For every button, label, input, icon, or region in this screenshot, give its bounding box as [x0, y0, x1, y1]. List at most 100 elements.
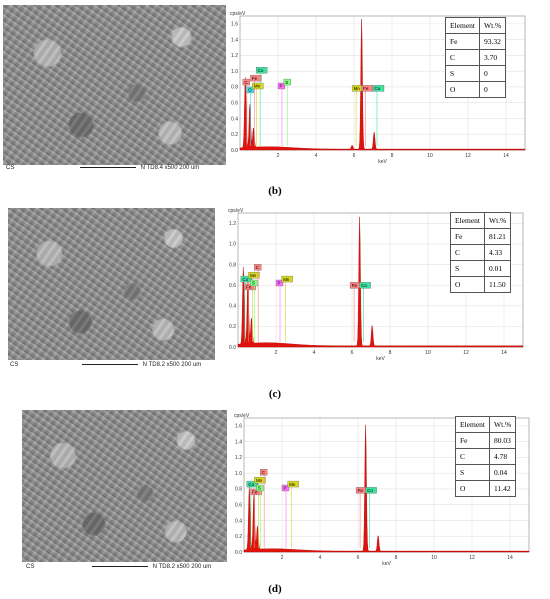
x-tick-label: 6: [351, 350, 354, 356]
x-tick-label: 6: [357, 555, 360, 561]
element-tag: Co: [258, 68, 264, 73]
table-row: C 4.33: [450, 244, 512, 261]
table-row: Fe 80.03: [455, 432, 517, 449]
element-tag: Fe: [358, 488, 364, 493]
sem-label: CS: [26, 564, 35, 570]
y-tick-label: 0.6: [229, 283, 236, 289]
table-header: Element: [445, 17, 480, 34]
element-tag-box: [246, 480, 259, 488]
panel-d: CS N TD8.2 x500 200 um cps/eV 1.6 1.4 1.2 1.…: [0, 400, 550, 599]
x-tick-label: 8: [395, 555, 398, 561]
element-tag-box: [259, 469, 268, 476]
sem-label: CS: [6, 165, 15, 171]
element-tag: O: [248, 88, 252, 93]
y-tick-label: 1.2: [235, 455, 242, 461]
element-tag: S: [252, 281, 255, 286]
x-tick-label: 14: [503, 153, 509, 159]
x-tick-label: 10: [425, 350, 431, 356]
element-tag-box: [359, 282, 371, 289]
table-cell: 11.42: [488, 480, 517, 497]
scale-bar: [80, 166, 136, 168]
table-header: Element: [455, 416, 490, 433]
panel-b: CS N TD8.4 x500 200 um cps/eV 1.6 1.4 1.2 1.…: [0, 0, 550, 200]
table-cell: O: [450, 276, 485, 293]
x-tick-label: 8: [389, 350, 392, 356]
table-cell: 0: [478, 81, 507, 98]
element-tag-box: [242, 78, 251, 86]
table-header: Wt.%: [478, 17, 507, 34]
panel-c: CS N TD8.2 x500 200 um cps/eV 1.2 1.0 0.8 0.…: [0, 200, 550, 400]
table-cell: S: [455, 464, 490, 481]
x-tick-label: 12: [463, 350, 469, 356]
table-cell: O: [455, 480, 490, 497]
table-cell: Fe: [450, 228, 485, 245]
x-tick-label: 14: [501, 350, 507, 356]
table-cell: 4.78: [488, 448, 517, 465]
table-row: C 3.70: [445, 49, 507, 66]
scale-bar: [82, 363, 138, 365]
x-axis-label: keV: [376, 356, 385, 362]
y-tick-label: 0.2: [231, 132, 238, 138]
element-tag-box: [277, 82, 286, 90]
element-tag: C: [262, 470, 266, 475]
element-tag: Mn: [354, 86, 361, 91]
table-cell: O: [445, 81, 480, 98]
element-tag: Mn: [289, 482, 296, 487]
sem-parameters: N TD8.2 x500 200 um: [82, 362, 201, 368]
element-tag-box: [372, 85, 385, 92]
y-tick-label: 0.0: [229, 345, 236, 351]
element-tag-box: [365, 487, 377, 494]
table-cell: C: [450, 244, 485, 261]
element-tag: S: [285, 80, 288, 85]
panel-caption: (b): [268, 185, 282, 197]
element-tag-box: [244, 283, 256, 291]
element-tag-box: [256, 484, 264, 492]
table-row: S 0.04: [455, 464, 517, 481]
spectrum-area: [243, 424, 530, 553]
x-tick-label: 6: [353, 153, 356, 159]
element-tag-box: [250, 74, 262, 82]
composition-table: Element Wt.% Fe 80.03 C 4.78 S 0.04 O 11.42: [455, 416, 517, 497]
element-tag-box: [281, 275, 293, 283]
eds-spectrum: cps/eV 1.2 1.0 0.8 0.6 0.4 0.2 0.0 2 4 6 8 10 12 14 keV…: [228, 208, 524, 362]
table-cell: 3.70: [478, 49, 507, 66]
element-tag-box: [250, 488, 262, 496]
y-axis-label: cps/eV: [230, 11, 246, 17]
table-row: S 0.01: [450, 260, 512, 277]
element-tag: Mn: [283, 277, 290, 282]
sem-label: CS: [10, 362, 19, 368]
table-cell: Fe: [445, 33, 480, 50]
table-cell: 0.04: [488, 464, 517, 481]
x-tick-label: 10: [427, 153, 433, 159]
element-tag-box: [240, 275, 253, 283]
x-tick-label: 2: [281, 555, 284, 561]
element-tag: Fe: [352, 283, 358, 288]
y-tick-label: 0.6: [235, 503, 242, 509]
element-tag-box: [253, 264, 262, 271]
table-header: Element: [450, 212, 485, 229]
y-tick-label: 0.4: [231, 116, 238, 122]
element-tag: Mn: [254, 84, 261, 89]
element-tag-box: [287, 480, 299, 488]
x-axis-label: keV: [378, 159, 387, 165]
y-tick-label: 1.6: [231, 22, 238, 28]
element-tag: Fe: [363, 86, 369, 91]
x-axis-label: keV: [382, 561, 391, 567]
x-tick-label: 2: [277, 153, 280, 159]
composition-table: Element Wt.% Fe 81.21 C 4.33 S 0.01 O 11.50: [450, 212, 512, 293]
sem-image: [3, 5, 226, 165]
spectrum-area: [239, 18, 526, 151]
table-row: O 11.42: [455, 480, 517, 497]
y-tick-label: 0.8: [235, 487, 242, 493]
element-tag-box: [361, 85, 373, 92]
table-cell: C: [455, 448, 490, 465]
y-tick-label: 0.8: [229, 262, 236, 268]
table-cell: 11.50: [483, 276, 512, 293]
x-tick-label: 4: [313, 350, 316, 356]
element-tag: Fe: [252, 490, 258, 495]
element-tag-box: [254, 476, 266, 484]
y-tick-label: 1.4: [231, 37, 238, 43]
table-cell: 0: [478, 65, 507, 82]
table-row: O 11.50: [450, 276, 512, 293]
spectrum-area: [237, 216, 524, 348]
